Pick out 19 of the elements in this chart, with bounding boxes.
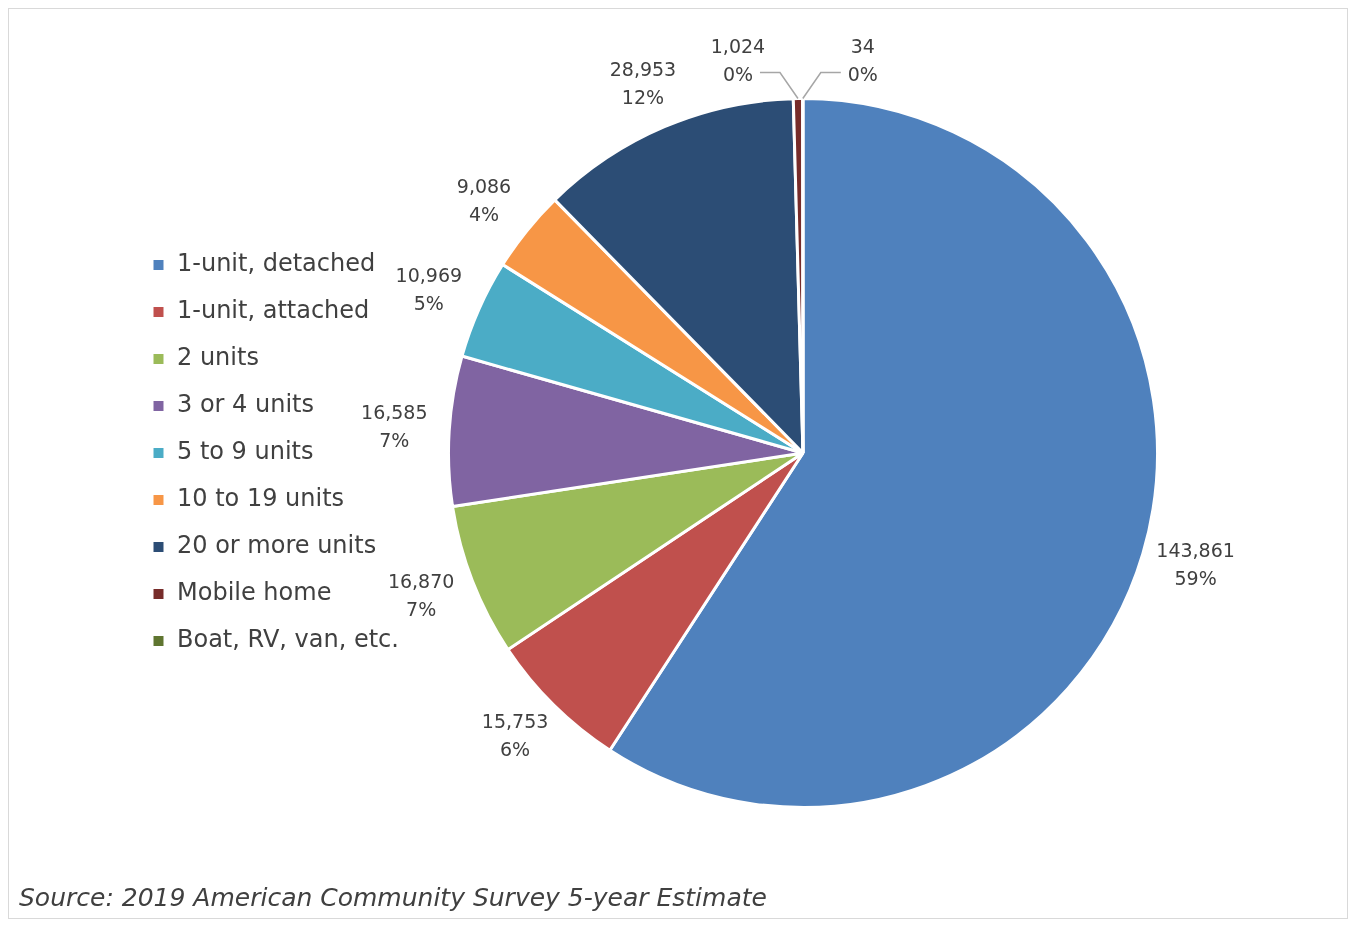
data-label: 1,024 0%	[710, 35, 766, 86]
legend-label: 20 or more units	[177, 531, 377, 560]
data-label: 143,861 59%	[1156, 539, 1235, 590]
data-label: 10,969 5%	[395, 263, 463, 314]
data-label: 16,870 7%	[387, 570, 455, 621]
legend-label: 2 units	[177, 343, 259, 372]
legend-label: 5 to 9 units	[177, 437, 314, 466]
data-label: 9,086 4%	[456, 175, 512, 226]
legend-label: Mobile home	[177, 578, 332, 607]
legend-label: Boat, RV, van, etc.	[177, 625, 399, 654]
data-label: 28,953 12%	[609, 58, 677, 109]
legend-label: 10 to 19 units	[177, 484, 345, 513]
data-label: 16,585 7%	[361, 400, 428, 451]
data-label: 34 0%	[847, 35, 878, 86]
legend-label: 1-unit, detached	[177, 249, 376, 278]
legend-label: 1-unit, attached	[177, 296, 370, 325]
source-note: Source: 2019 American Community Survey 5-year Estimate	[18, 882, 768, 914]
data-label: 15,753 6%	[481, 710, 549, 761]
legend-label: 3 or 4 units	[177, 390, 314, 419]
